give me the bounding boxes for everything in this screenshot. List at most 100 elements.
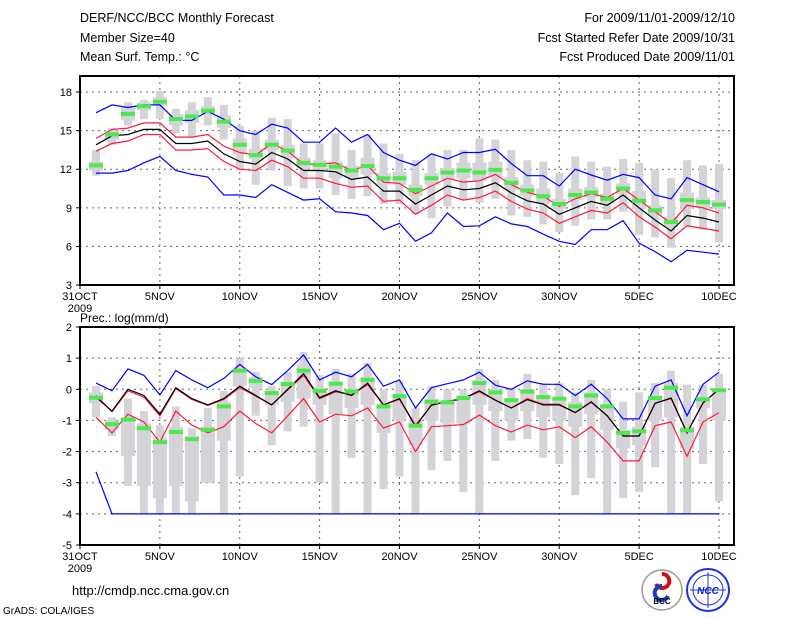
box-bar bbox=[440, 401, 455, 424]
observation-marker bbox=[456, 168, 471, 173]
observation-marker bbox=[312, 162, 327, 167]
observation-marker bbox=[600, 196, 615, 201]
x-tick-label: 20NOV bbox=[381, 551, 418, 563]
box-bar bbox=[360, 376, 375, 405]
observation-marker bbox=[168, 429, 183, 434]
grads-credit: GrADS: COLA/IGES bbox=[3, 606, 94, 617]
precip-panel-label: Prec.: log(mm/d) bbox=[80, 311, 169, 325]
temperature-panel: 3 6 9 12 15 18 31OCT 5NOV 10NOV 15NOV 20NOV 25NOV 30… bbox=[60, 75, 737, 315]
observation-marker bbox=[680, 198, 695, 203]
whisker-bar bbox=[315, 375, 324, 483]
observation-marker bbox=[344, 168, 359, 173]
upper-spread-line bbox=[95, 122, 720, 225]
observation-marker bbox=[632, 198, 647, 203]
x-tick-label: 10NOV bbox=[222, 551, 259, 563]
observation-marker bbox=[472, 381, 487, 386]
whisker-bar bbox=[363, 362, 372, 514]
x-tick-label: 25NOV bbox=[461, 551, 498, 563]
y-tick-label: 1 bbox=[66, 353, 72, 365]
box-bar bbox=[184, 436, 199, 502]
observation-marker bbox=[504, 180, 519, 185]
box-bar bbox=[664, 383, 679, 418]
box-bar bbox=[328, 161, 343, 179]
observation-marker bbox=[392, 176, 407, 181]
lower-spread-line bbox=[95, 397, 720, 462]
whisker-bar bbox=[411, 407, 420, 514]
whisker-bar bbox=[219, 390, 228, 514]
y-tick-label: 0 bbox=[66, 384, 72, 396]
observation-marker bbox=[136, 104, 151, 109]
observation-marker bbox=[456, 396, 471, 401]
observation-marker bbox=[584, 190, 599, 195]
observation-marker bbox=[712, 388, 726, 393]
observation-marker bbox=[648, 396, 663, 401]
box-bar bbox=[536, 395, 551, 418]
source-url[interactable]: http://cmdp.ncc.cma.gov.cn bbox=[72, 583, 229, 598]
observation-marker bbox=[664, 219, 679, 224]
x-tick-label: 5DEC bbox=[624, 291, 653, 303]
observation-marker bbox=[424, 176, 439, 181]
observation-marker bbox=[360, 164, 375, 169]
observation-marker bbox=[488, 167, 503, 172]
whisker-bar bbox=[555, 383, 564, 465]
x-tick-label: 5NOV bbox=[145, 551, 176, 563]
observation-marker bbox=[552, 396, 567, 401]
observation-marker bbox=[696, 200, 711, 205]
observation-marker bbox=[600, 404, 615, 409]
y-tick-label: -3 bbox=[62, 478, 72, 490]
x-tick-label: 15NOV bbox=[302, 551, 339, 563]
observation-marker bbox=[472, 170, 487, 175]
y-tick-label: -1 bbox=[62, 415, 72, 427]
x-year-label: 2009 bbox=[68, 303, 92, 315]
observation-marker bbox=[568, 192, 583, 197]
whisker-bar bbox=[475, 369, 484, 514]
observation-marker bbox=[280, 148, 295, 153]
observation-marker bbox=[264, 391, 279, 396]
observation-marker bbox=[104, 422, 119, 427]
observation-marker bbox=[232, 368, 247, 373]
lower-spread-line bbox=[95, 133, 720, 240]
y-tick-label: -5 bbox=[62, 540, 72, 552]
box-bar bbox=[328, 381, 343, 415]
ensemble-min-line bbox=[95, 471, 719, 515]
y-tick-label: 2 bbox=[66, 322, 72, 334]
box-bar bbox=[376, 404, 391, 433]
whisker-bar bbox=[619, 401, 628, 499]
y-tick-label: 15 bbox=[60, 126, 72, 138]
whisker-bar bbox=[571, 392, 580, 496]
observation-marker bbox=[328, 381, 343, 386]
observation-marker bbox=[88, 163, 103, 168]
box-bar bbox=[712, 389, 726, 421]
observation-marker bbox=[488, 390, 503, 395]
whisker-bar bbox=[491, 379, 500, 461]
x-tick-label: 25NOV bbox=[461, 291, 498, 303]
observation-marker bbox=[184, 437, 199, 442]
whisker-bar bbox=[715, 373, 723, 502]
whisker-bar bbox=[651, 169, 660, 238]
ncc-logo: NCC bbox=[686, 568, 730, 612]
x-tick-label: 30NOV bbox=[541, 291, 578, 303]
observation-marker bbox=[616, 430, 631, 435]
svg-text:NCC: NCC bbox=[697, 586, 719, 597]
observation-marker bbox=[248, 378, 263, 383]
observation-marker bbox=[88, 395, 103, 400]
observation-marker bbox=[680, 428, 695, 433]
temp-panel-label: Mean Surf. Temp.: °C bbox=[80, 50, 199, 64]
x-year-label: 2009 bbox=[68, 563, 92, 575]
observation-marker bbox=[184, 114, 199, 119]
header-title: DERF/NCC/BCC Monthly Forecast bbox=[80, 11, 274, 25]
observation-marker bbox=[632, 429, 647, 434]
box-bar bbox=[120, 417, 135, 457]
whisker-bar bbox=[603, 166, 612, 220]
observation-marker bbox=[104, 132, 119, 137]
precipitation-panel: -5 -4 -3 -2 -1 0 1 2 31OCT 5NOV 10NOV 15NOV 20NOV 25N… bbox=[62, 322, 737, 575]
whisker-bar bbox=[459, 389, 468, 493]
observation-marker bbox=[440, 170, 455, 175]
y-tick-label: -2 bbox=[62, 447, 72, 459]
x-tick-label: 30NOV bbox=[541, 551, 578, 563]
observation-marker bbox=[360, 377, 375, 382]
forecast-start-date: Fcst Started Refer Date 2009/10/31 bbox=[538, 31, 735, 45]
svg-text:BCC: BCC bbox=[653, 597, 671, 606]
whisker-bar bbox=[395, 381, 404, 477]
